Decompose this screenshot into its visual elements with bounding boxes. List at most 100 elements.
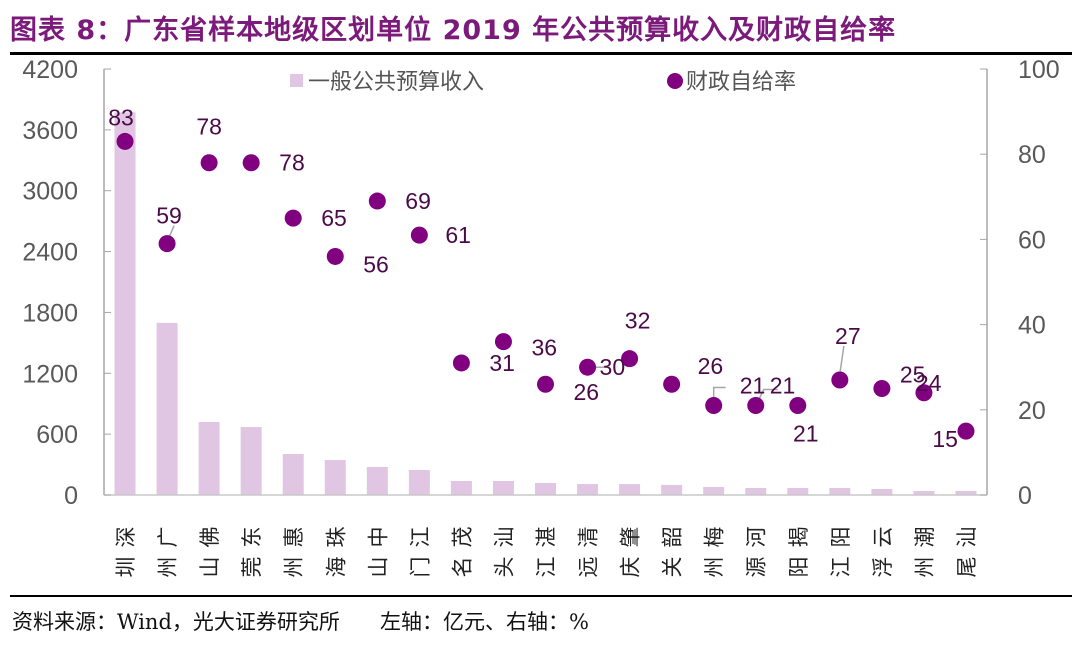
right-tick-label: 100 xyxy=(1018,56,1060,84)
x-tick-char: 东 xyxy=(240,527,264,548)
x-tick-label: 韶关 xyxy=(661,527,685,578)
x-tick-char: 云 xyxy=(871,527,895,548)
x-tick-char: 浮 xyxy=(871,557,895,578)
x-tick-label: 揭阳 xyxy=(787,527,811,578)
dot-point xyxy=(579,358,597,376)
legend-bar-label: 一般公共预算收入 xyxy=(308,70,484,95)
right-tick-label: 20 xyxy=(1018,397,1046,425)
x-tick-char: 庆 xyxy=(619,557,643,578)
x-tick-char: 揭 xyxy=(787,527,811,548)
dot-point xyxy=(663,375,681,393)
data-label: 31 xyxy=(489,350,515,376)
x-tick-label: 汕尾 xyxy=(955,527,979,578)
x-tick-label: 深圳 xyxy=(114,527,138,578)
x-tick-char: 韶 xyxy=(661,527,685,548)
bar xyxy=(787,488,809,495)
x-tick-char: 海 xyxy=(324,557,348,578)
x-tick-char: 州 xyxy=(282,557,306,578)
x-tick-char: 汕 xyxy=(492,527,516,548)
dot-point xyxy=(452,354,470,372)
x-tick-char: 源 xyxy=(745,557,769,578)
bar xyxy=(408,469,430,495)
x-tick-label: 珠海 xyxy=(324,527,348,578)
x-tick-char: 莞 xyxy=(240,557,264,578)
x-tick-char: 阳 xyxy=(829,527,853,548)
bar xyxy=(114,112,136,495)
x-tick-char: 远 xyxy=(577,557,601,578)
bar xyxy=(829,488,851,495)
bar xyxy=(871,489,893,495)
x-tick-char: 河 xyxy=(745,527,769,548)
x-tick-char: 名 xyxy=(450,557,474,578)
x-tick-label: 梅州 xyxy=(703,527,727,578)
data-label: 61 xyxy=(445,222,471,248)
dot-point xyxy=(705,397,723,415)
bar xyxy=(913,490,935,495)
bar xyxy=(661,484,683,495)
dot-point xyxy=(747,397,765,415)
x-tick-char: 肇 xyxy=(619,527,643,548)
data-label: 56 xyxy=(363,251,389,277)
x-tick-char: 州 xyxy=(156,557,180,578)
x-tick-label: 惠州 xyxy=(282,527,306,578)
data-label: 27 xyxy=(835,323,861,349)
data-label: 32 xyxy=(625,308,651,334)
left-tick-label: 1200 xyxy=(22,360,78,388)
leader-line xyxy=(712,386,726,402)
x-tick-char: 中 xyxy=(366,527,390,548)
data-label: 24 xyxy=(916,370,942,396)
data-label: 21 xyxy=(793,421,819,447)
dot-point xyxy=(957,422,975,440)
x-tick-label: 广州 xyxy=(156,527,180,578)
legend-bar-swatch xyxy=(290,74,303,87)
data-label: 26 xyxy=(698,353,724,379)
x-tick-label: 中山 xyxy=(366,527,390,578)
bar xyxy=(492,481,514,495)
chart-title: 图表 8：广东省样本地级区划单位 2019 年公共预算收入及财政自给率 xyxy=(10,15,897,46)
dot-point xyxy=(873,380,891,397)
x-tick-label: 肇庆 xyxy=(619,527,643,578)
x-tick-char: 江 xyxy=(829,557,853,578)
x-axis-labels: 深圳广州佛山东莞惠州珠海中山江门茂名汕头湛江清远肇庆韶关梅州河源揭阳阳江云浮潮州… xyxy=(114,527,979,578)
x-tick-char: 江 xyxy=(408,527,432,548)
bar xyxy=(240,427,262,495)
dot-point xyxy=(410,226,428,244)
left-tick-label: 4200 xyxy=(22,56,78,84)
x-tick-char: 潮 xyxy=(913,527,937,548)
x-tick-char: 广 xyxy=(156,527,180,548)
leader-line xyxy=(839,345,845,375)
x-tick-label: 河源 xyxy=(745,527,769,578)
data-label: 69 xyxy=(405,188,431,214)
x-tick-char: 关 xyxy=(661,557,685,578)
x-tick-label: 潮州 xyxy=(913,527,937,578)
data-label: 65 xyxy=(321,205,347,231)
bar xyxy=(366,467,388,495)
right-tick-label: 0 xyxy=(1018,482,1032,510)
left-tick-label: 0 xyxy=(64,482,78,510)
x-tick-label: 阳江 xyxy=(829,527,853,578)
dot-point xyxy=(200,154,218,172)
data-label: 15 xyxy=(932,426,958,452)
bar xyxy=(577,484,599,495)
x-tick-char: 山 xyxy=(366,557,390,578)
bar xyxy=(156,322,178,495)
x-tick-char: 阳 xyxy=(787,557,811,578)
data-label: 78 xyxy=(279,150,305,176)
right-tick-label: 60 xyxy=(1018,226,1046,254)
bar xyxy=(703,486,725,495)
data-label: 25 xyxy=(900,362,926,388)
x-tick-char: 佛 xyxy=(198,527,222,548)
data-label: 36 xyxy=(531,335,557,361)
dot-point xyxy=(621,350,639,368)
data-label: 83 xyxy=(108,104,134,130)
x-tick-char: 圳 xyxy=(114,557,138,578)
x-tick-char: 珠 xyxy=(324,527,348,548)
bar xyxy=(955,490,977,495)
bar xyxy=(324,460,346,495)
right-tick-label: 40 xyxy=(1018,312,1046,340)
dot-point xyxy=(116,132,134,150)
x-tick-char: 州 xyxy=(703,557,727,578)
bar xyxy=(198,421,220,495)
